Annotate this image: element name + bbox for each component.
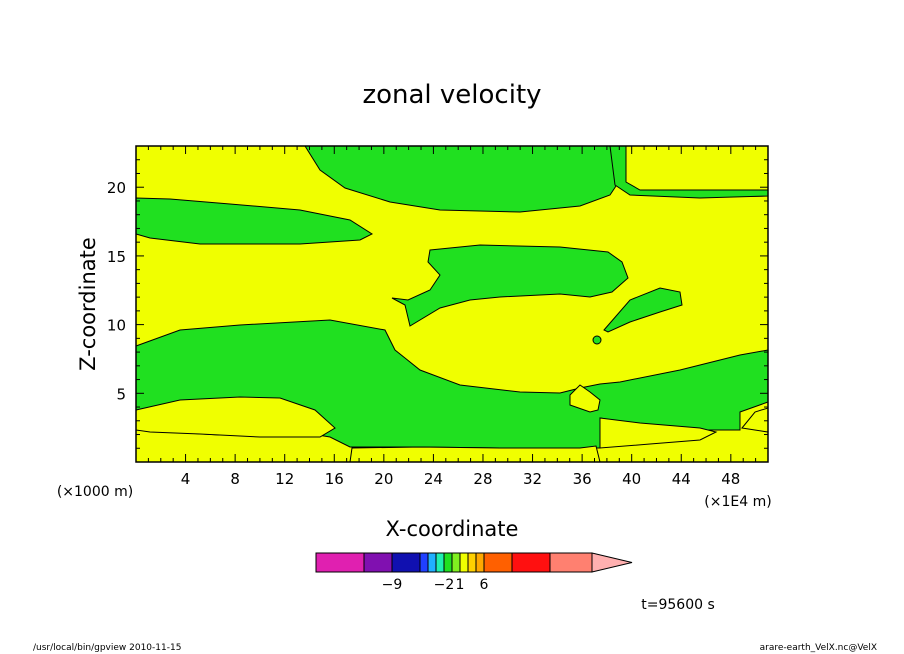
colorbar-cell (391, 552, 421, 573)
colorbar-label: −9 (382, 577, 403, 593)
region-notch (569, 384, 601, 413)
x-units-right: (×1E4 m) (704, 494, 771, 510)
chart-title: zonal velocity (362, 80, 541, 110)
y-axis-label: Z-coordinate (76, 237, 100, 371)
y-tick-label: 5 (116, 385, 126, 403)
x-tick-label: 16 (325, 470, 344, 488)
colorbar-cell (419, 552, 429, 573)
footer-right: arare-earth_VelX.nc@VelX (760, 643, 877, 653)
time-label: t=95600 s (641, 597, 715, 613)
x-tick-label: 12 (275, 470, 294, 488)
colorbar-cell (435, 552, 445, 573)
colorbar-cell (451, 552, 461, 573)
x-tick-label: 20 (374, 470, 393, 488)
colorbar-label: 1 (456, 577, 465, 593)
region-right-blob (603, 287, 683, 333)
colorbar-cell (511, 552, 551, 573)
plot-frame (135, 145, 769, 463)
x-tick-label: 40 (622, 470, 641, 488)
colorbar-cell (483, 552, 513, 573)
colorbar-cell (467, 552, 477, 573)
x-tick-label: 36 (573, 470, 592, 488)
y-tick-label: 20 (107, 179, 126, 197)
colorbar-cell (549, 552, 593, 573)
colorbar-cell (459, 552, 469, 573)
region-upper-left (135, 197, 374, 245)
colorbar-label: −2 (434, 577, 455, 593)
negative-regions (135, 145, 769, 463)
x-units-left: (×1000 m) (57, 484, 133, 500)
y-tick-label: 15 (107, 248, 126, 266)
colorbar-cell (315, 552, 365, 573)
x-tick-label: 32 (523, 470, 542, 488)
footer-left: /usr/local/bin/gpview 2010-11-15 (33, 643, 181, 653)
x-tick-label: 24 (424, 470, 443, 488)
x-tick-label: 44 (672, 470, 691, 488)
colorbar-cell (475, 552, 485, 573)
colorbar-cell (363, 552, 393, 573)
colorbar-label: 6 (480, 577, 489, 593)
region-lower-right-lens (599, 417, 718, 449)
region-middle-blob (391, 244, 629, 327)
region-lower-left-lens (135, 396, 336, 438)
y-tick-label: 10 (107, 317, 126, 335)
region-top-band (136, 146, 620, 216)
x-axis-label: X-coordinate (386, 517, 519, 541)
x-tick-label: 28 (473, 470, 492, 488)
x-tick-label: 8 (230, 470, 240, 488)
colorbar-arrow (591, 552, 633, 573)
colorbar-cell (443, 552, 453, 573)
x-tick-label: 48 (721, 470, 740, 488)
colorbar: −9 −2 1 6 (315, 552, 633, 593)
region-bottom-strip (349, 445, 601, 463)
region-small-dot (592, 335, 602, 345)
region-right-upper (617, 145, 769, 198)
x-tick-label: 4 (181, 470, 191, 488)
colorbar-cell (427, 552, 437, 573)
